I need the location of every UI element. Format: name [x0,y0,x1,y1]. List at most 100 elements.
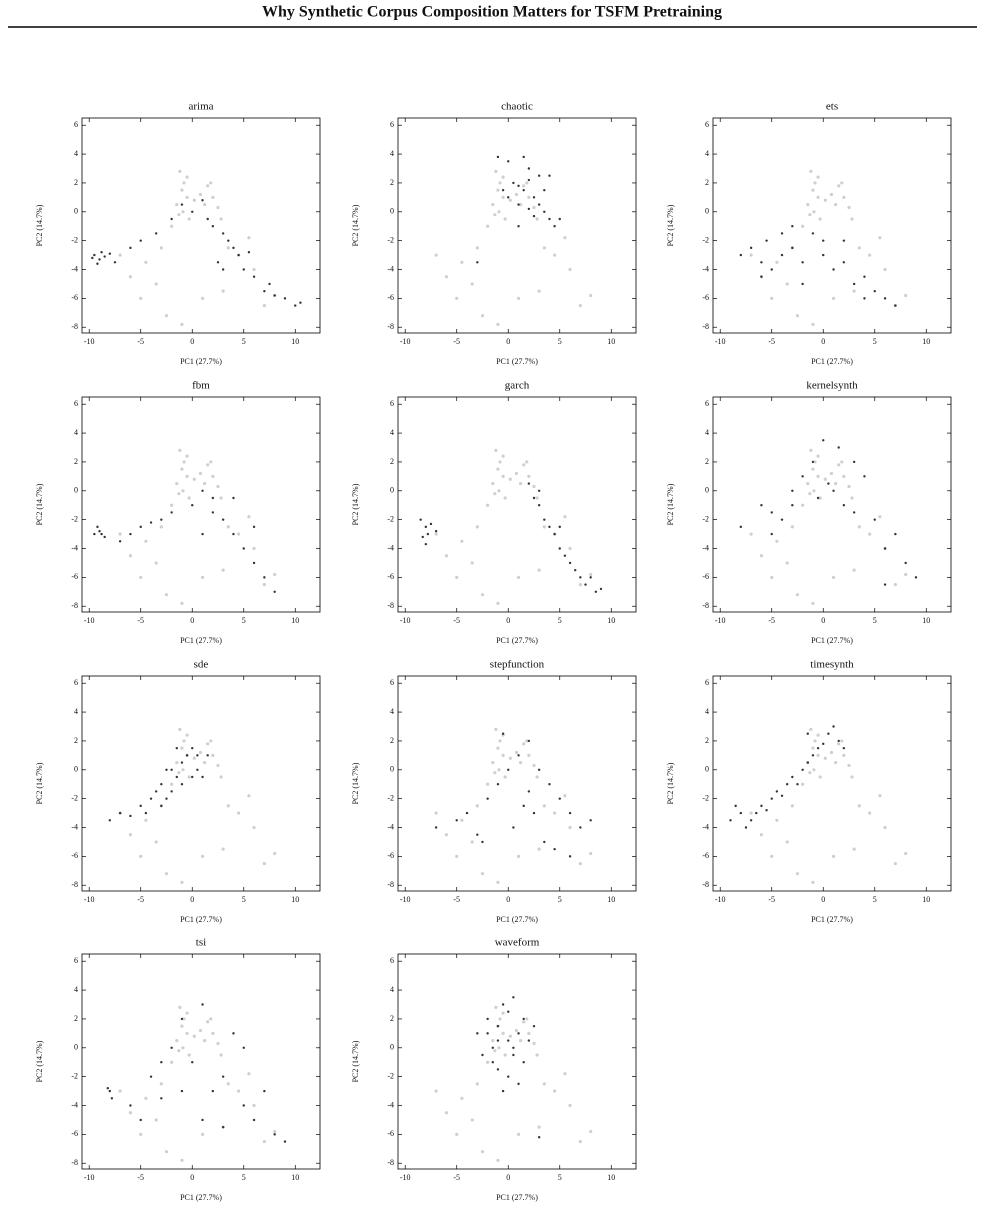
point [760,275,763,278]
y-tick-label: -4 [702,822,709,831]
point [842,474,846,478]
point [470,1118,474,1122]
point [578,861,582,866]
point [519,1038,523,1043]
point [164,1150,169,1154]
point [211,225,215,228]
y-tick-label: 2 [705,736,709,745]
point [842,195,846,199]
point [811,754,815,757]
y-tick-label: 6 [74,120,78,129]
point [775,790,779,793]
y-tick-label: 4 [390,149,394,158]
point [203,760,207,765]
point [801,261,804,264]
point [455,819,458,822]
point [170,768,173,771]
point [494,1005,498,1009]
point [209,739,213,743]
y-tick-label: 2 [390,1014,394,1023]
y-tick-label: 6 [74,678,78,687]
y-tick-label: 6 [74,399,78,408]
point [198,1028,203,1033]
x-tick-label: 5 [242,616,246,625]
point [221,518,225,521]
point [98,258,101,261]
point [749,811,753,815]
point [537,847,541,851]
y-tick-label: -4 [387,264,394,273]
point [481,840,484,844]
subplot-title: chaotic [501,101,533,113]
x-tick-label: 0 [821,616,825,625]
point [211,753,215,757]
point [893,861,897,866]
point [159,525,163,529]
point [493,1049,497,1053]
point [868,532,872,536]
plot-frame [712,396,952,613]
subplot-title: arima [188,101,213,113]
point [749,819,753,822]
point [553,811,557,815]
point [823,198,827,202]
point [522,1017,525,1021]
subplot: waveform PC1 (27.7%) PC2 (14.7%) -10 -5 0 5 10 -… [351,937,637,1202]
point [532,484,536,489]
point [496,746,500,750]
x-tick-label: 0 [506,616,510,625]
point [497,1046,501,1050]
point [894,532,897,536]
point [801,282,804,286]
point [514,471,519,476]
point [419,518,422,521]
point [198,192,203,197]
point [904,293,908,298]
point [775,818,779,822]
point [914,576,918,579]
point [527,753,531,757]
point [904,851,908,856]
point [98,529,101,533]
x-tick-label: 0 [190,337,194,346]
point [486,1060,490,1064]
point [535,496,539,500]
subplot: tsi PC1 (27.7%) PC2 (14.7%) -10 -5 0 5 10 -8 -6 -4… [35,937,321,1202]
point [180,1017,184,1021]
point [100,532,103,536]
point [813,181,817,185]
point [434,532,438,536]
point [522,1061,525,1064]
point [847,484,851,489]
point [503,775,507,779]
point [517,754,520,757]
point [498,460,502,464]
point [516,854,521,858]
y-tick-label: -2 [387,793,394,802]
point [568,1103,572,1108]
x-tick-label: 0 [506,895,510,904]
point [181,768,185,772]
x-tick-label: 5 [873,337,877,346]
point [187,496,191,500]
point [455,296,459,300]
point [842,239,846,242]
point [829,471,834,476]
point [780,518,784,521]
point [811,880,815,884]
point [211,1089,215,1093]
point [252,267,256,272]
point [809,169,813,173]
x-tick-label: 5 [873,895,877,904]
point [770,854,774,858]
point [847,205,851,210]
point [460,260,464,264]
point [542,804,546,808]
point [532,811,536,815]
y-tick-label: 0 [705,207,709,216]
y-tick-label: 4 [390,985,394,994]
point [139,1132,143,1136]
point [785,561,789,565]
point [831,575,836,579]
point [739,525,743,529]
